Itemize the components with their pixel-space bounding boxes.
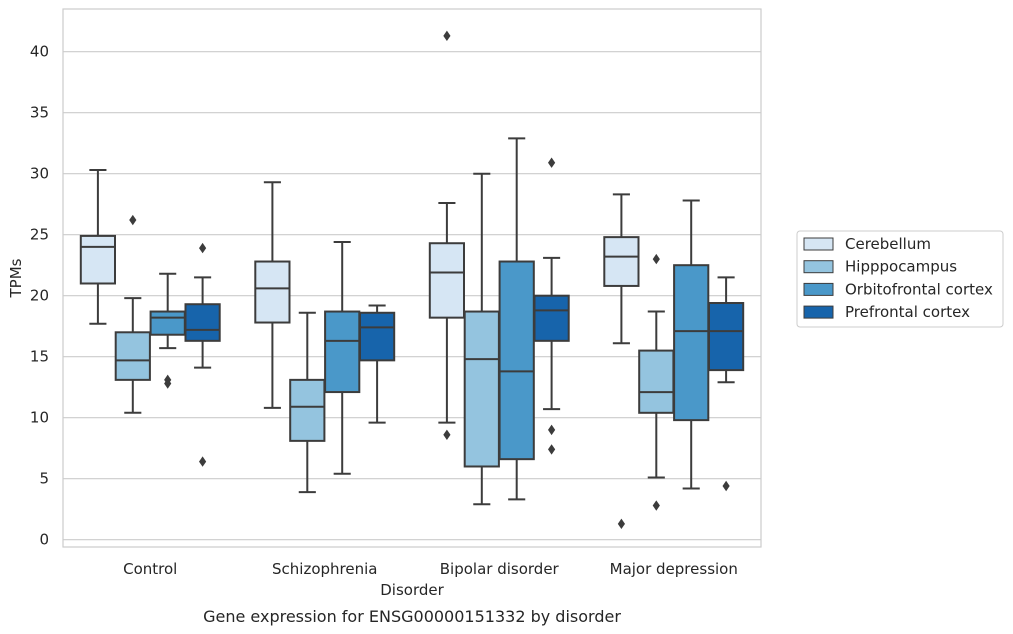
- box-3-3: [707, 276, 745, 492]
- box-1-1: [289, 311, 326, 494]
- legend-label: Cerebellum: [845, 235, 931, 253]
- box-iqr: [184, 303, 221, 342]
- box-3-0: [184, 242, 221, 467]
- legend-entries: Cerebellum Hipppocampus Orbitofrontal cort…: [803, 235, 993, 321]
- y-tick-label: 40: [30, 43, 49, 61]
- box-iqr: [114, 331, 151, 381]
- legend-swatch: [803, 237, 834, 251]
- outlier-point: [443, 30, 451, 42]
- outlier-point: [652, 253, 660, 265]
- outlier-point: [199, 456, 207, 467]
- box-2-3: [673, 199, 710, 490]
- plot-area-frame: [62, 8, 762, 548]
- legend-label: Hipppocampus: [845, 258, 957, 276]
- box-iqr: [707, 302, 745, 372]
- box-iqr: [603, 236, 640, 287]
- y-tick-label: 35: [30, 104, 49, 122]
- legend-frame: [796, 230, 1004, 328]
- x-tick-label: Bipolar disorder: [440, 560, 560, 578]
- outlier-point: [722, 480, 730, 492]
- outlier-point: [548, 444, 556, 455]
- y-axis-title: TPMs: [7, 258, 25, 298]
- y-tick-label: 20: [30, 287, 49, 305]
- box-1-0: [114, 214, 151, 414]
- box-iqr: [463, 310, 500, 468]
- box-iqr: [79, 234, 117, 285]
- y-tick-label: 0: [39, 531, 49, 549]
- box-iqr: [358, 311, 396, 362]
- outlier-point: [652, 500, 660, 511]
- legend-label: Orbitofrontal cortex: [845, 280, 993, 298]
- box-iqr: [638, 349, 675, 414]
- box-iqr: [149, 310, 186, 336]
- y-axis-tick-labels: 0 5 10 15 20 25 30 35 40: [30, 43, 49, 549]
- x-tick-label: Control: [123, 560, 177, 578]
- box-iqr: [673, 264, 710, 422]
- box-2-0: [149, 272, 186, 389]
- legend-swatch: [803, 305, 834, 319]
- box-iqr: [324, 310, 361, 394]
- box-iqr: [428, 242, 466, 319]
- x-axis-title: Disorder: [380, 581, 444, 599]
- outlier-point: [443, 429, 451, 440]
- outlier-point: [617, 518, 625, 530]
- box-0-3: [603, 193, 640, 530]
- y-tick-label: 25: [30, 226, 49, 244]
- box-0-0: [79, 169, 117, 325]
- grid-lines: [63, 51, 761, 541]
- x-axis-tick-labels: Control Schizophrenia Bipolar disorder Majo…: [123, 560, 738, 578]
- x-tick-label: Schizophrenia: [272, 560, 377, 578]
- outlier-point: [129, 214, 137, 226]
- box-iqr: [533, 294, 570, 342]
- legend-label: Prefrontal cortex: [845, 303, 970, 321]
- y-tick-label: 10: [30, 409, 49, 427]
- box-0-2: [428, 30, 466, 440]
- y-tick-label: 30: [30, 165, 49, 183]
- legend: Cerebellum Hipppocampus Orbitofrontal cort…: [796, 230, 1004, 328]
- outlier-point: [199, 242, 207, 254]
- box-2-1: [324, 241, 361, 475]
- box-plot-marks: [79, 30, 745, 530]
- chart-caption: Gene expression for ENSG00000151332 by d…: [203, 607, 621, 626]
- box-3-1: [358, 304, 396, 424]
- box-1-2: [463, 172, 500, 506]
- box-iqr: [289, 378, 326, 442]
- box-3-2: [533, 157, 570, 455]
- legend-swatch: [803, 260, 834, 274]
- outlier-point: [548, 157, 556, 168]
- x-tick-label: Major depression: [610, 560, 738, 578]
- outlier-point: [548, 424, 556, 436]
- y-tick-label: 15: [30, 348, 49, 366]
- box-iqr: [498, 260, 535, 461]
- y-tick-label: 5: [39, 470, 49, 488]
- box-iqr: [254, 260, 291, 324]
- box-0-1: [254, 181, 291, 409]
- legend-swatch: [803, 282, 834, 296]
- outlier-point: [164, 378, 172, 389]
- box-2-2: [498, 137, 535, 501]
